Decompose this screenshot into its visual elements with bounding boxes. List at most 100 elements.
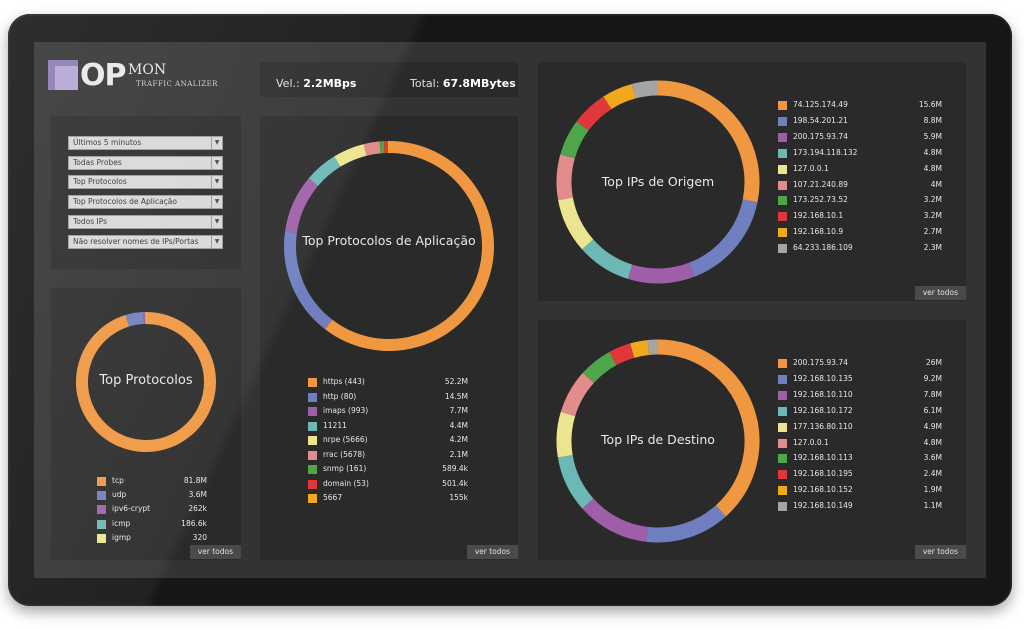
legend-label: udp bbox=[112, 490, 127, 500]
app-protocols-slice bbox=[284, 231, 333, 330]
filter-select-value: Últimos 5 minutos bbox=[73, 138, 142, 147]
legend-item: 127.0.0.1 4.8M bbox=[778, 437, 942, 449]
legend-label: http (80) bbox=[323, 391, 357, 401]
protocols-panel: Top Protocolos tcp 81.8M udp 3.6M ipv6-crypt… bbox=[51, 288, 241, 560]
legend-swatch bbox=[778, 180, 787, 190]
origin-ips-slice bbox=[558, 197, 594, 250]
legend-value: 1.9M bbox=[923, 485, 942, 495]
legend-label: igmp bbox=[112, 532, 131, 542]
app-protocols-slice bbox=[308, 156, 341, 187]
legend-value: 501.4k bbox=[442, 478, 468, 488]
legend-label: 198.54.201.21 bbox=[793, 115, 848, 125]
logo-subtitle: TRAFFIC ANALIZER bbox=[136, 80, 218, 88]
legend-swatch bbox=[778, 228, 787, 238]
legend-item: udp 3.6M bbox=[97, 489, 207, 501]
origin-ips-slice bbox=[627, 262, 695, 284]
protocols-donut-chart bbox=[76, 311, 216, 452]
legend-swatch bbox=[97, 491, 106, 501]
legend-item: 11211 4.4M bbox=[308, 420, 468, 432]
legend-swatch bbox=[778, 101, 787, 110]
legend-swatch bbox=[778, 454, 787, 464]
legend-swatch bbox=[308, 378, 317, 387]
legend-swatch bbox=[778, 438, 787, 448]
legend-value: 186.6k bbox=[181, 518, 207, 528]
legend-value: 81.8M bbox=[183, 476, 207, 485]
app-protocols-view-all-button[interactable]: ver todos bbox=[466, 545, 518, 559]
legend-label: nrpe (5666) bbox=[323, 435, 368, 444]
filter-select[interactable]: Top Protocolos de Aplicação ▼ bbox=[68, 195, 223, 210]
legend-item: 64.233.186.109 2.3M bbox=[778, 242, 942, 254]
legend-item: https (443) 52.2M bbox=[308, 376, 468, 388]
legend-value: 2.4M bbox=[923, 469, 942, 479]
app-protocols-donut-chart bbox=[284, 141, 494, 351]
legend-swatch bbox=[97, 505, 106, 515]
chevron-down-icon: ▼ bbox=[211, 156, 222, 169]
destination-ips-slice bbox=[609, 343, 635, 366]
legend-swatch bbox=[778, 148, 787, 158]
filter-select[interactable]: Top Protocolos ▼ bbox=[68, 175, 223, 190]
legend-item: 192.168.10.135 9.2M bbox=[778, 373, 942, 385]
legend-value: 14.5M bbox=[444, 391, 468, 401]
legend-swatch bbox=[778, 116, 787, 126]
destination-ips-view-all-button[interactable]: ver todos bbox=[914, 545, 966, 559]
chevron-down-icon: ▼ bbox=[211, 235, 222, 248]
legend-item: 192.168.10.152 1.9M bbox=[778, 484, 942, 496]
legend-value: 2.1M bbox=[449, 449, 468, 459]
origin-ips-slice bbox=[560, 121, 589, 159]
origin-ips-donut-chart bbox=[556, 80, 760, 284]
legend-value: 4.8M bbox=[923, 437, 942, 447]
legend-swatch bbox=[308, 450, 317, 460]
legend-item: 177.136.80.110 4.9M bbox=[778, 421, 942, 433]
legend-swatch bbox=[97, 533, 106, 543]
legend-value: 589.4k bbox=[442, 464, 468, 473]
filter-select-value: Não resolver nomes de IPs/Portas bbox=[73, 236, 199, 246]
legend-item: 192.168.10.113 3.6M bbox=[778, 452, 942, 464]
filter-select[interactable]: Todos IPs ▼ bbox=[68, 214, 223, 229]
legend-label: 200.175.93.74 bbox=[793, 358, 848, 367]
destination-ips-slice bbox=[556, 411, 576, 458]
speed-label: Vel.: bbox=[276, 77, 300, 90]
legend-value: 4.8M bbox=[923, 163, 942, 173]
legend-item: icmp 186.6k bbox=[97, 518, 207, 530]
filter-select[interactable]: Últimos 5 minutos ▼ bbox=[68, 136, 223, 150]
legend-label: 107.21.240.89 bbox=[793, 179, 848, 189]
filter-select[interactable]: Não resolver nomes de IPs/Portas ▼ bbox=[68, 234, 223, 249]
total-stat: Total: 67.8MBytes bbox=[410, 77, 516, 90]
legend-item: 192.168.10.172 6.1M bbox=[778, 405, 942, 417]
chevron-down-icon: ▼ bbox=[211, 215, 222, 228]
destination-ips-donut-chart bbox=[556, 339, 760, 543]
legend-value: 3.2M bbox=[923, 211, 942, 221]
legend-item: 200.175.93.74 5.9M bbox=[778, 131, 942, 143]
legend-item: imaps (993) 7.7M bbox=[308, 405, 468, 417]
legend-label: 200.175.93.74 bbox=[793, 131, 848, 141]
origin-ips-slice bbox=[576, 96, 612, 131]
destination-ips-slice bbox=[557, 454, 594, 509]
legend-swatch bbox=[97, 477, 106, 486]
destination-ips-slice bbox=[582, 498, 648, 542]
legend-swatch bbox=[778, 486, 787, 496]
legend-swatch bbox=[308, 436, 317, 445]
legend-swatch bbox=[778, 470, 787, 480]
origin-ips-view-all-button[interactable]: ver todos bbox=[914, 286, 966, 300]
legend-label: 127.0.0.1 bbox=[793, 163, 829, 173]
legend-swatch bbox=[778, 359, 787, 368]
legend-swatch bbox=[308, 407, 317, 416]
legend-value: 52.2M bbox=[444, 377, 468, 386]
legend-item: domain (53) 501.4k bbox=[308, 478, 468, 490]
legend-label: snmp (161) bbox=[323, 464, 367, 473]
legend-swatch bbox=[778, 132, 787, 142]
protocols-view-all-button[interactable]: ver todos bbox=[189, 545, 241, 559]
filter-select[interactable]: Todas Probes ▼ bbox=[68, 155, 223, 170]
origin-ips-slice bbox=[657, 80, 760, 203]
origin-ips-slice bbox=[631, 80, 659, 99]
protocols-slice bbox=[125, 312, 145, 327]
destination-ips-slice bbox=[657, 339, 760, 517]
stats-bar: Vel.: 2.2MBps Total: 67.8MBytes bbox=[260, 62, 518, 97]
destination-ips-slice bbox=[560, 372, 595, 417]
chevron-down-icon: ▼ bbox=[211, 176, 222, 189]
legend-label: icmp bbox=[112, 518, 131, 528]
legend-swatch bbox=[308, 465, 317, 474]
legend-label: 192.168.10.172 bbox=[793, 405, 853, 415]
legend-item: 74.125.174.49 15.6M bbox=[778, 99, 942, 111]
destination-ips-slice bbox=[645, 505, 726, 543]
